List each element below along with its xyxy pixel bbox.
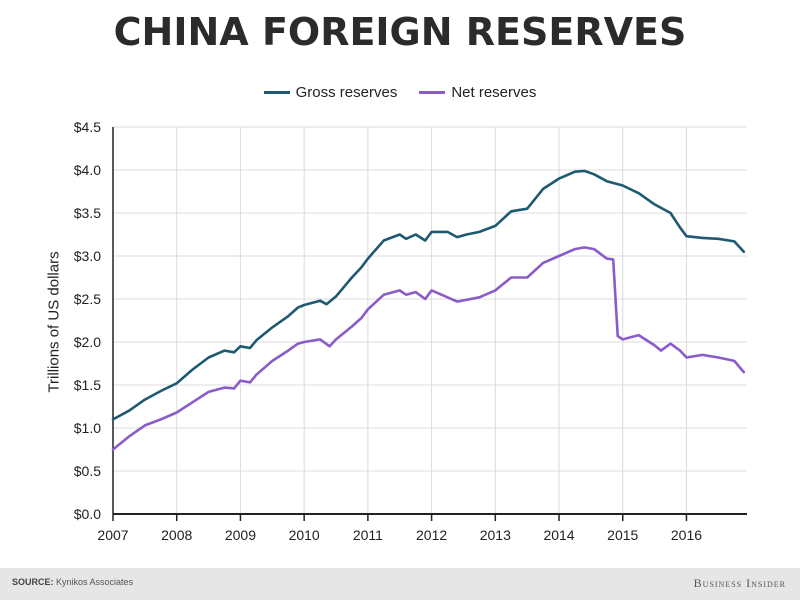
brand-logo: Business Insider [693, 576, 786, 590]
source-prefix: SOURCE: [12, 577, 54, 587]
y-tick-label: $1.0 [74, 420, 101, 436]
x-tick-label: 2014 [543, 527, 574, 543]
legend-label-net: Net reserves [451, 84, 537, 101]
legend-label-gross: Gross reserves [295, 84, 398, 101]
y-tick-label: $4.5 [74, 119, 101, 135]
y-tick-label: $3.0 [74, 248, 101, 264]
y-tick-label: $4.0 [74, 162, 101, 178]
x-tick-label: 2012 [416, 527, 447, 543]
x-tick-label: 2011 [353, 527, 383, 543]
legend-item-net: Net reserves [419, 84, 536, 101]
legend-item-gross: Gross reserves [263, 84, 398, 101]
x-tick-label: 2010 [289, 527, 320, 543]
y-tick-label: $2.5 [74, 291, 101, 307]
y-tick-label: $2.0 [74, 334, 101, 350]
x-tick-label: 2007 [97, 527, 128, 543]
footer-bar: SOURCE: Kynikos Associates Business Insi… [0, 568, 800, 600]
legend-swatch-net [419, 91, 446, 94]
x-tick-label: 2009 [225, 527, 256, 543]
x-tick-label: 2016 [671, 527, 702, 543]
source-note: SOURCE: Kynikos Associates [12, 577, 133, 587]
y-tick-label: $3.5 [74, 205, 101, 221]
source-text: Kynikos Associates [56, 577, 134, 587]
gross-reserves-line [111, 169, 746, 421]
x-tick-label: 2015 [607, 527, 638, 543]
net-reserves-line [111, 246, 746, 451]
legend: Gross reserves Net reserves [0, 84, 800, 101]
y-tick-label: $0.0 [74, 506, 101, 522]
x-tick-label: 2013 [480, 527, 511, 543]
legend-swatch-gross [263, 91, 290, 94]
y-axis-label: Trillions of US dollars [45, 251, 63, 393]
y-tick-label: $0.5 [74, 463, 101, 479]
y-tick-label: $1.5 [74, 377, 101, 393]
chart-title: CHINA FOREIGN RESERVES [113, 10, 687, 54]
x-tick-label: 2008 [161, 527, 192, 543]
